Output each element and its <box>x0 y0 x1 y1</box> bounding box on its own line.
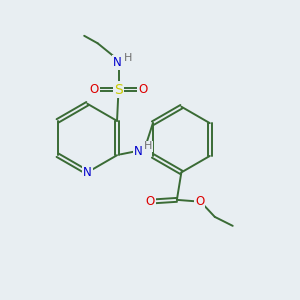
Text: O: O <box>138 83 148 96</box>
Text: H: H <box>124 53 132 63</box>
Text: N: N <box>134 145 143 158</box>
Text: N: N <box>83 166 92 179</box>
Text: N: N <box>113 56 122 69</box>
Text: O: O <box>195 195 205 208</box>
Text: O: O <box>146 195 154 208</box>
Text: H: H <box>144 141 152 151</box>
Text: O: O <box>89 83 99 96</box>
Text: S: S <box>114 82 123 97</box>
